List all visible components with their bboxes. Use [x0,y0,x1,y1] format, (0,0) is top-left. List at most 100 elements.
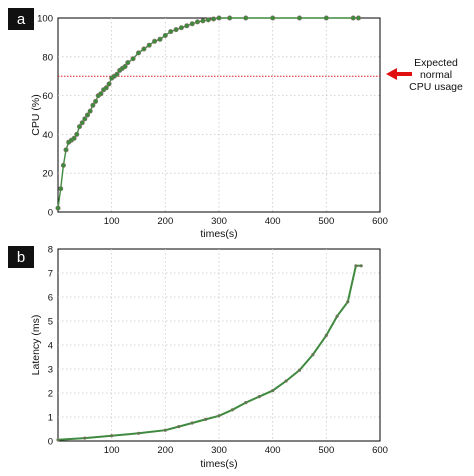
x-tick-label: 300 [211,445,227,456]
expected-cpu-annotation: Expected normal CPU usage [386,57,463,93]
plot-b-ylabel: Latency (ms) [30,315,42,376]
data-point [168,29,174,35]
y-tick-label: 20 [42,169,53,180]
y-tick-label: 80 [42,52,53,63]
data-point [205,17,211,23]
data-point [63,147,69,153]
data-point [173,27,179,33]
data-point [157,36,163,42]
data-point [110,434,114,438]
data-point [271,389,275,393]
data-point [216,15,222,21]
data-point [93,98,99,104]
data-point [163,428,167,432]
data-point [152,38,158,44]
data-point [83,436,87,440]
data-point [77,124,83,130]
data-point [243,15,249,21]
data-point [190,421,194,425]
annotation-line-2: normal [420,69,452,81]
data-point [230,408,234,412]
plot-b-y-ticks: 0 1 2 3 4 5 6 7 8 [48,245,53,448]
data-point [136,431,141,435]
data-point [211,16,217,22]
y-tick-label: 7 [48,269,53,280]
y-tick-label: 1 [48,413,53,424]
plot-a-x-ticks: 100 200 300 400 500 600 [104,216,388,227]
data-point [125,60,131,66]
data-point [323,15,329,21]
data-point [324,333,328,338]
annotation-line-3: CPU usage [409,81,463,93]
y-tick-label: 2 [48,389,53,400]
y-tick-label: 4 [48,341,53,352]
x-tick-label: 500 [318,445,334,456]
arrow-shaft [396,72,412,76]
plot-b-x-ticks: 100 200 300 400 500 600 [104,445,388,456]
data-point [217,414,221,418]
data-point [177,425,181,429]
x-tick-label: 600 [372,216,388,227]
x-tick-label: 200 [157,445,173,456]
data-point [141,46,147,52]
data-point [82,116,88,122]
data-point [346,300,350,304]
x-tick-label: 500 [318,216,334,227]
data-point [71,135,77,141]
data-point [257,395,261,399]
data-point [106,81,112,87]
data-point [200,18,206,24]
y-tick-label: 100 [37,14,53,25]
x-tick-label: 200 [157,216,173,227]
data-point [354,264,358,268]
x-tick-label: 600 [372,445,388,456]
y-tick-label: 0 [48,208,53,219]
plot-a-y-ticks: 0 20 40 60 80 100 [37,14,53,219]
data-point [103,85,109,91]
data-point [130,56,136,62]
y-tick-label: 5 [48,317,53,328]
data-point [114,71,120,77]
data-point [79,120,85,126]
data-point [270,15,276,21]
data-point [87,108,93,114]
data-point [85,112,91,118]
plot-a-ylabel: CPU (%) [30,94,42,135]
panel-a: a 0 20 40 60 80 100 100 200 300 400 500 600 times(… [8,8,463,240]
data-point [335,314,339,318]
data-point [98,91,104,97]
data-point [146,42,152,48]
data-point [204,417,208,422]
data-point [90,102,96,108]
data-point [284,379,288,383]
data-point [122,64,128,70]
data-point [297,368,302,372]
data-point [350,15,356,21]
y-tick-label: 3 [48,365,53,376]
data-point [296,15,302,21]
panel-b-label: b [17,249,25,266]
plot-b-xlabel: times(s) [200,458,237,470]
data-point [56,438,60,442]
data-point [55,205,61,211]
panel-b-label-box [8,246,34,268]
panel-a-label-box [8,8,34,30]
arrow-head [386,68,397,80]
y-tick-label: 60 [42,91,53,102]
x-tick-label: 400 [265,216,281,227]
x-tick-label: 300 [211,216,227,227]
x-tick-label: 100 [104,445,120,456]
data-point [136,50,142,56]
data-point [244,401,248,405]
data-point [162,32,168,38]
y-tick-label: 6 [48,293,53,304]
data-point [311,353,315,357]
annotation-line-1: Expected [414,57,458,69]
y-tick-label: 8 [48,245,53,256]
data-point [184,23,190,29]
data-point [74,131,80,137]
data-point [178,25,184,31]
y-tick-label: 40 [42,130,53,141]
